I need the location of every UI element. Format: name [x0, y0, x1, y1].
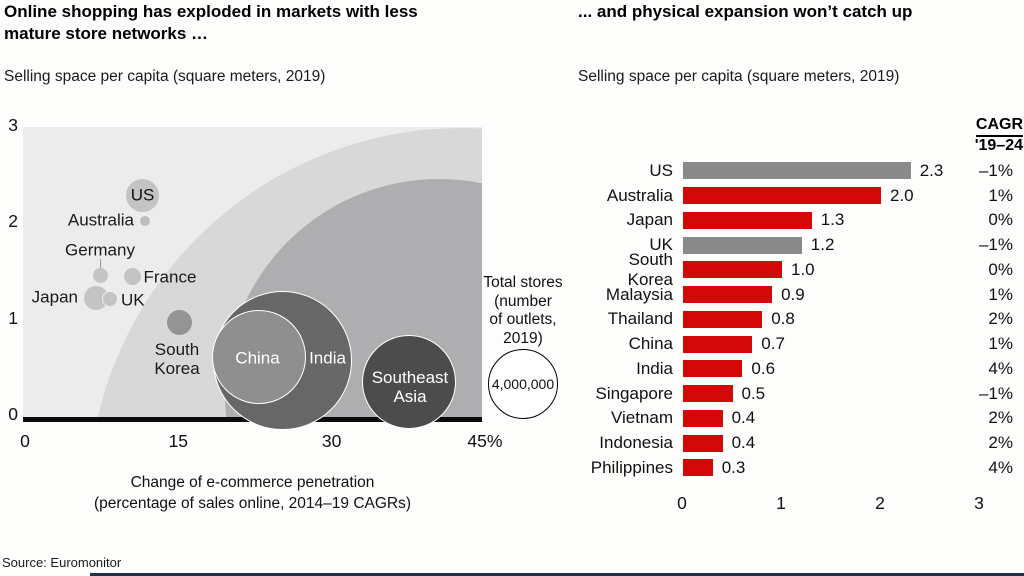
cagr-header-label: CAGR	[975, 116, 1023, 137]
bar-row-uk: UK 1.2 –1%	[580, 233, 1013, 258]
cagr-header-period: '19–24	[974, 137, 1023, 154]
cagr-value: 2%	[988, 433, 1013, 453]
bar	[683, 434, 723, 452]
bar-value-label: 2.3	[919, 160, 944, 180]
bar-category-label: Singapore	[595, 383, 673, 403]
right-panel-title: ... and physical expansion won’t catch u…	[578, 2, 913, 21]
bar-category-label: Vietnam	[610, 408, 673, 428]
bar-row-indonesia: Indonesia 0.4 2%	[580, 431, 1013, 456]
bar-category-label: UK	[649, 235, 673, 255]
bar	[683, 360, 743, 378]
bar-chart-x-axis: 0 1 2 3	[580, 493, 1013, 513]
cagr-column-header: CAGR '19–24	[923, 116, 1023, 155]
bar-value-label: 1.0	[791, 259, 815, 279]
bar-value-label: 0.4	[731, 433, 756, 453]
right-chart-subtitle: Selling space per capita (square meters,…	[578, 68, 900, 85]
bar-category-label: Philippines	[590, 457, 673, 477]
footer-accent-bar	[90, 573, 1024, 576]
y-tick-label: 3	[8, 115, 18, 135]
bar-value-label: 0.6	[751, 358, 776, 378]
bar	[683, 261, 782, 279]
bar	[683, 335, 753, 353]
cagr-value: 4%	[988, 457, 1013, 477]
bar	[683, 385, 733, 403]
bar-category-label: Malaysia	[605, 284, 673, 304]
x-axis-line	[23, 417, 482, 422]
cagr-value: 1%	[988, 334, 1013, 354]
bar-row-china: China 0.7 1%	[580, 332, 1013, 357]
bar	[683, 162, 911, 180]
bar-x-tick-label: 1	[776, 493, 786, 513]
bar-category-label: Indonesia	[599, 433, 673, 453]
bar-category-label: US	[649, 160, 673, 180]
bar-row-vietnam: Vietnam 0.4 2%	[580, 406, 1013, 431]
bar-value-label: 0.5	[741, 383, 766, 403]
left-chart-subtitle: Selling space per capita (square meters,…	[4, 68, 326, 85]
bar	[683, 187, 881, 205]
bar-row-thailand: Thailand 0.8 2%	[580, 307, 1013, 332]
bar-row-singapore: Singapore 0.5 –1%	[580, 381, 1013, 406]
cagr-value: –1%	[978, 383, 1013, 403]
y-tick-label: 2	[8, 211, 18, 232]
source-note: Source: Euromonitor	[2, 555, 122, 570]
bar-x-tick-label: 0	[677, 493, 687, 513]
bar	[683, 286, 773, 304]
bar-row-india: India 0.6 4%	[580, 357, 1013, 382]
cagr-value: 2%	[988, 408, 1013, 428]
bar	[683, 211, 812, 229]
cagr-value: –1%	[978, 235, 1013, 255]
cagr-value: 0%	[988, 210, 1013, 230]
bar-row-south-korea: South Korea 1.0 0%	[580, 250, 1013, 289]
bar-value-label: 0.4	[731, 408, 756, 428]
bar	[683, 310, 763, 328]
x-axis-title: Change of e-commerce penetration (percen…	[93, 474, 412, 512]
bar-category-label: Thailand	[607, 309, 673, 329]
cagr-value: 2%	[988, 309, 1013, 329]
bubble-plot-area	[23, 127, 482, 420]
bar-value-label: 0.7	[761, 334, 785, 354]
bar-value-label: 1.3	[820, 210, 845, 230]
bar-value-label: 0.8	[771, 309, 795, 329]
bar-value-label: 0.3	[721, 457, 746, 477]
bar-row-malaysia: Malaysia 0.9 1%	[580, 282, 1013, 307]
cagr-value: –1%	[978, 160, 1013, 180]
bar	[683, 236, 802, 254]
bar-row-philippines: Philippines 0.3 4%	[580, 456, 1013, 481]
cagr-value: 1%	[988, 284, 1013, 304]
bar	[683, 409, 723, 427]
bar-category-label: India	[636, 358, 673, 378]
x-tick-label: 15	[168, 431, 189, 451]
bar-chart-rows: US 2.3 –1% Australia 2.0 1% Japan 1.3 0% UK 1.2 –1%…	[580, 159, 1013, 481]
y-tick-label: 1	[8, 307, 18, 328]
bar-row-us: US 2.3 –1%	[580, 159, 1013, 184]
bar-value-label: 2.0	[890, 185, 914, 205]
bar-x-tick-label: 2	[875, 493, 885, 513]
left-panel-title: Online shopping has exploded in markets …	[4, 2, 418, 43]
size-legend-circle: 4,000,000	[488, 349, 558, 419]
bar-value-label: 1.2	[810, 235, 835, 255]
bar-x-tick-label: 3	[974, 493, 984, 513]
bar-row-australia: Australia 2.0 1%	[580, 183, 1013, 208]
size-legend-label: Total stores (number of outlets, 2019)	[483, 274, 563, 347]
bar-category-label: Australia	[606, 185, 673, 205]
bar-category-label: China	[628, 334, 673, 354]
cagr-value: 4%	[988, 358, 1013, 378]
cagr-value: 0%	[988, 259, 1013, 279]
y-tick-label: 0	[8, 404, 18, 424]
x-tick-label: 30	[321, 431, 342, 451]
cagr-value: 1%	[988, 185, 1013, 205]
bar-value-label: 0.9	[781, 284, 805, 304]
size-legend-value: 4,000,000	[491, 376, 555, 392]
x-tick-label: 45%	[467, 431, 503, 451]
bar-category-label: Japan	[626, 210, 673, 230]
bar-row-japan: Japan 1.3 0%	[580, 208, 1013, 233]
x-tick-label: 0	[20, 431, 30, 451]
bar-category-label: South Korea	[627, 249, 673, 289]
bar	[683, 459, 713, 477]
